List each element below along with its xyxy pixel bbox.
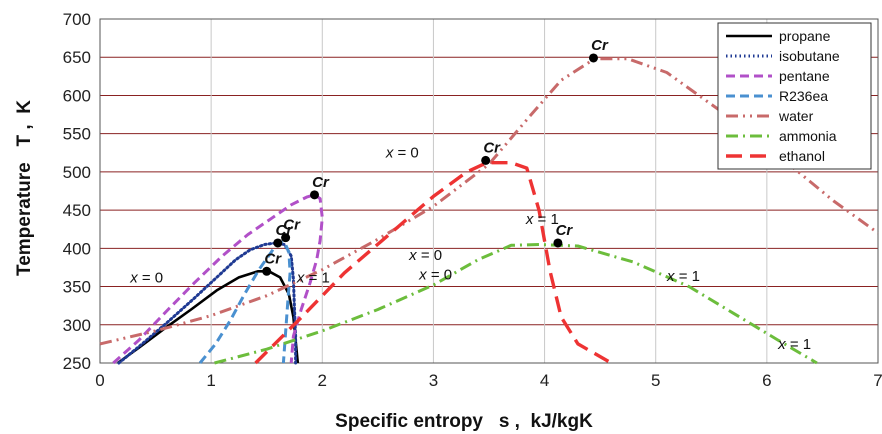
x-tick-label: 6 <box>762 371 771 390</box>
quality-label: x = 0 <box>129 270 163 287</box>
legend-label: isobutane <box>779 48 840 64</box>
quality-label: x = 1 <box>666 268 700 285</box>
plot-frame <box>99 18 879 364</box>
quality-label: x = 1 <box>525 211 559 228</box>
critical-point-label: Cr <box>556 222 574 239</box>
legend-label: pentane <box>779 68 830 84</box>
y-tick-label: 550 <box>63 125 91 144</box>
x-tick-label: 1 <box>206 371 215 390</box>
x-tick-label: 2 <box>318 371 327 390</box>
critical-point-marker <box>310 190 320 200</box>
x-tick-label: 0 <box>95 371 104 390</box>
quality-annotations: x = 0 x = 1 x = 0 x = 0 x = 1 x = 0 x = 1 x = 1 <box>129 144 811 353</box>
legend-label: ammonia <box>779 128 837 144</box>
critical-point-label: Cr <box>283 217 301 234</box>
legend-label: ethanol <box>779 148 825 164</box>
x-tick-label: 5 <box>651 371 660 390</box>
legend-label: water <box>778 108 814 124</box>
y-tick-label: 400 <box>63 239 91 258</box>
y-tick-label: 600 <box>63 86 91 105</box>
x-tick-labels: 0 1 2 3 4 5 6 7 <box>95 371 882 390</box>
critical-point-marker <box>273 238 283 248</box>
y-tick-label: 250 <box>63 354 91 373</box>
y-tick-label: 650 <box>63 48 91 67</box>
critical-point-label: Cr <box>312 174 330 191</box>
critical-point-label: Cr <box>591 37 609 54</box>
y-tick-label: 500 <box>63 163 91 182</box>
series-isobutane <box>117 241 298 365</box>
y-tick-labels: 250 300 350 400 450 500 550 600 650 700 <box>63 10 91 373</box>
quality-label: x = 0 <box>418 267 452 284</box>
quality-label: x = 1 <box>296 270 330 287</box>
series-ammonia <box>214 243 818 365</box>
y-tick-label: 450 <box>63 201 91 220</box>
quality-label: x = 0 <box>385 144 419 161</box>
x-axis-title: Specific entropy s , kJ/kgK <box>335 411 593 432</box>
y-tick-label: 700 <box>63 10 91 29</box>
quality-label: x = 0 <box>408 247 442 264</box>
x-tick-label: 3 <box>429 371 438 390</box>
critical-point-label: Cr <box>264 250 282 267</box>
series-ethanol <box>254 161 613 365</box>
critical-point-marker <box>553 238 563 248</box>
y-axis-title: Temperature T , K <box>14 100 35 276</box>
critical-point-marker <box>481 155 491 165</box>
critical-point-marker <box>262 266 272 276</box>
legend-label: propane <box>779 28 831 44</box>
x-tick-label: 4 <box>540 371 549 390</box>
critical-point-label: Cr <box>483 139 501 156</box>
critical-point-marker <box>588 53 598 63</box>
y-tick-label: 300 <box>63 316 91 335</box>
critical-point-marker <box>281 233 291 243</box>
legend-label: R236ea <box>779 88 828 104</box>
y-tick-label: 350 <box>63 278 91 297</box>
legend: propane isobutane pentane R236ea water ammoni… <box>717 22 872 170</box>
quality-label: x = 1 <box>777 336 811 353</box>
x-tick-label: 7 <box>873 371 882 390</box>
